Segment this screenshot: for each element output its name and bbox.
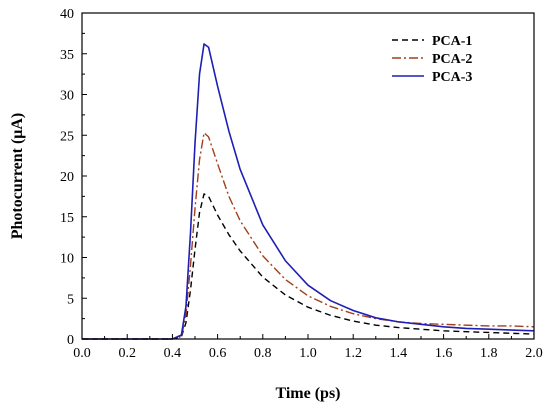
y-tick-label: 25: [60, 129, 74, 144]
y-axis-title: Photocurrent (μA): [9, 113, 26, 240]
legend-label-pca-2: PCA-2: [432, 52, 472, 67]
x-tick-label: 1.6: [435, 346, 453, 361]
x-axis-title: Time (ps): [275, 385, 340, 402]
legend: PCA-1 PCA-2 PCA-3: [392, 34, 472, 85]
y-tick-label: 0: [67, 333, 74, 348]
plot-area: [82, 43, 535, 340]
x-tick-label: 1.0: [299, 346, 317, 361]
axis-ticks: 0.0 0.2 0.4 0.6 0.8 1.0 1.2 1.4 1.6 1.8 2.0 0 5 10 15 2…: [60, 7, 543, 361]
x-tick-label: 0.4: [164, 346, 182, 361]
x-tick-label: 2.0: [525, 346, 543, 361]
y-tick-label: 15: [60, 211, 74, 226]
x-tick-label: 0.6: [209, 346, 227, 361]
series-line-pca-2: [82, 132, 535, 340]
y-tick-label: 30: [60, 89, 74, 104]
x-tick-label: 1.2: [344, 346, 362, 361]
x-tick-label: 0.8: [254, 346, 272, 361]
series-line-pca-1: [82, 193, 535, 340]
series-line-pca-3: [82, 43, 535, 340]
x-tick-label: 1.8: [480, 346, 498, 361]
y-tick-label: 5: [67, 292, 74, 307]
x-tick-label: 0.2: [118, 346, 136, 361]
x-tick-label: 1.4: [390, 346, 408, 361]
y-tick-label: 20: [60, 170, 74, 185]
y-tick-label: 40: [60, 7, 74, 22]
legend-label-pca-3: PCA-3: [432, 70, 472, 85]
y-tick-label: 35: [60, 48, 74, 63]
x-tick-label: 0.0: [73, 346, 91, 361]
legend-label-pca-1: PCA-1: [432, 34, 472, 49]
y-tick-label: 10: [60, 252, 74, 267]
